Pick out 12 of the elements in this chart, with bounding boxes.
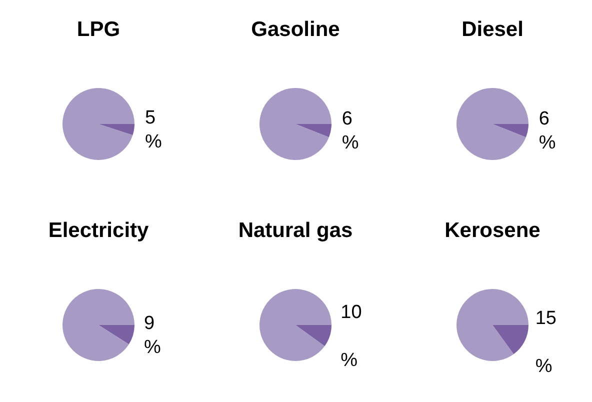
- chart-title: Diesel: [462, 18, 524, 41]
- data-label: 9 %: [144, 313, 161, 358]
- chart-title: Electricity: [48, 219, 150, 242]
- chart-title: LPG: [76, 18, 120, 41]
- text: 10 %: [340, 302, 362, 372]
- chart-title: Natural gas: [238, 219, 353, 242]
- text: 15 %: [535, 308, 556, 377]
- data-label: 5 %: [145, 107, 162, 152]
- chart-title: Gasoline: [251, 18, 340, 41]
- data-label: 6 %: [538, 108, 556, 154]
- data-label: 6 %: [342, 108, 359, 154]
- chart-title: Kerosene: [444, 219, 540, 242]
